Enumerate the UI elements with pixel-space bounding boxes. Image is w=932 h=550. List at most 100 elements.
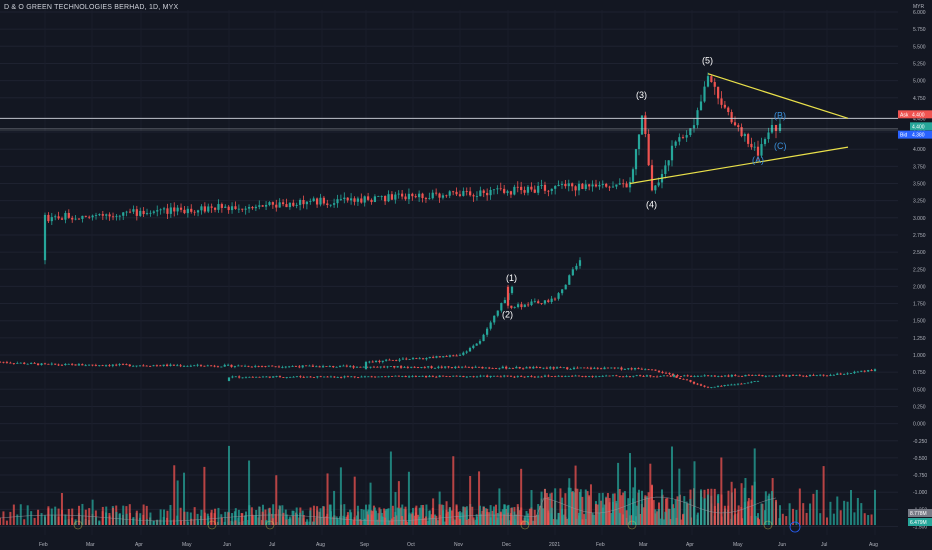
candle-body [227,364,230,366]
candle-body [493,315,496,323]
volume-bar [203,512,206,525]
candle-body [554,186,557,189]
volume-bar [682,514,684,525]
candle-body [306,376,309,378]
volume-bar [508,520,511,525]
price-badge-tag [898,110,910,119]
candle-body [272,376,275,378]
candle-body [285,204,288,208]
candle-body [435,376,438,378]
candle-body [169,207,172,214]
volume-bar [656,511,659,525]
price-tick-label: 4.450 [913,116,926,122]
candle-body [538,367,542,369]
candle-body [407,193,411,200]
candle-body [428,198,431,200]
candle-body [237,208,240,210]
candle-body [298,366,301,368]
candle-body [292,202,295,206]
candle-body [367,196,370,200]
volume-bar [122,505,125,525]
candle-body [363,376,367,378]
volume-bar [596,504,599,525]
candle-body [577,183,581,191]
candle-body [506,191,509,193]
volume-bar [336,518,339,525]
candle-body [550,376,553,377]
candle-body [183,209,186,214]
candle-body [386,366,389,368]
candle-body [540,184,543,186]
volume-bar [61,509,64,525]
volume-bar [431,518,434,525]
candle-body [410,366,413,368]
volume-bar [176,480,179,525]
volume-bar [775,499,777,525]
candle-body [447,366,450,368]
candle-body [350,376,353,378]
candle-body [251,376,254,378]
candle-body [685,135,688,138]
volume-bar [723,505,726,525]
candle-body [435,192,438,194]
candle-body [753,381,756,383]
volume-bar [603,504,606,525]
volume-bar [91,499,94,525]
candle-body [312,377,316,378]
candle-body [717,86,720,99]
volume-bar [81,503,84,525]
candle-body [254,206,257,209]
candle-body [108,365,111,367]
volume-bar [64,514,67,525]
candle-body [258,205,261,207]
volume-bar [435,518,438,525]
candle-body [132,365,135,367]
candle-body [600,368,603,370]
candle-body [441,375,445,377]
volume-bar [469,476,472,525]
volume-bar [625,510,628,525]
volume-bar [620,495,623,525]
candle-body [588,376,591,377]
candle-body [57,216,60,219]
candle-body [216,366,220,368]
volume-bar [641,490,643,525]
candle-body [458,375,462,377]
candle-body [264,204,268,207]
volume-bar [101,506,104,525]
volume-bar [385,509,388,525]
candle-body [743,134,746,137]
volume-bar [822,466,825,525]
candle-body [427,366,430,368]
volume-bar [200,509,203,525]
candle-body [81,215,84,219]
candle-body [414,196,417,198]
volume-bar [815,489,818,525]
candle-body [322,197,325,204]
candle-body [778,123,782,131]
candle-body [145,213,149,215]
volume-bar [444,521,447,525]
volume-bar [268,512,271,525]
candle-body [292,376,295,378]
candle-body [217,204,220,210]
volume-bar [472,517,475,525]
volume-bar [832,513,835,525]
volume-bar [635,516,637,525]
candle-body [349,366,352,367]
candle-body [475,343,478,346]
volume-bar [420,504,423,525]
candle-body [230,206,234,211]
volume-ma-line [0,496,777,522]
wave-label: (4) [646,200,657,210]
candle-body [105,214,108,216]
candle-body [84,365,87,367]
candle-body [706,386,710,388]
candle-body [261,376,265,378]
candle-body [275,376,278,377]
candle-body [545,367,548,369]
volume-bar [651,484,653,525]
volume-bar [362,509,365,525]
candle-body [445,195,448,197]
